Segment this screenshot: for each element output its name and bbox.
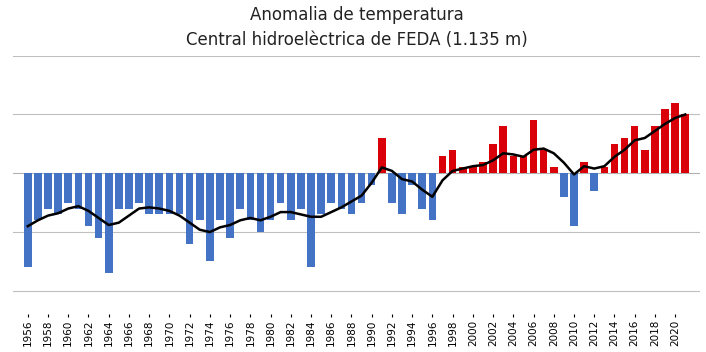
Bar bbox=[438, 156, 446, 173]
Bar bbox=[611, 144, 618, 173]
Bar bbox=[246, 173, 254, 220]
Bar bbox=[54, 173, 62, 214]
Bar bbox=[449, 150, 456, 173]
Bar bbox=[499, 126, 507, 173]
Bar bbox=[651, 126, 659, 173]
Bar bbox=[398, 173, 406, 214]
Bar bbox=[510, 156, 517, 173]
Bar bbox=[297, 173, 305, 208]
Bar bbox=[95, 173, 102, 238]
Title: Anomalia de temperatura
Central hidroelèctrica de FEDA (1.135 m): Anomalia de temperatura Central hidroelè… bbox=[186, 6, 527, 49]
Bar bbox=[601, 168, 608, 173]
Bar bbox=[277, 173, 285, 203]
Bar bbox=[287, 173, 294, 220]
Bar bbox=[358, 173, 366, 203]
Bar bbox=[155, 173, 163, 214]
Bar bbox=[136, 173, 143, 203]
Bar bbox=[530, 120, 537, 173]
Bar bbox=[166, 173, 173, 214]
Bar bbox=[317, 173, 325, 214]
Bar bbox=[75, 173, 82, 208]
Bar bbox=[671, 103, 679, 173]
Bar bbox=[368, 173, 376, 185]
Bar bbox=[145, 173, 153, 214]
Bar bbox=[540, 150, 547, 173]
Bar bbox=[641, 150, 649, 173]
Bar bbox=[580, 162, 588, 173]
Bar bbox=[115, 173, 123, 208]
Bar bbox=[590, 173, 598, 191]
Bar bbox=[216, 173, 224, 220]
Bar bbox=[44, 173, 52, 208]
Bar bbox=[631, 126, 638, 173]
Bar bbox=[378, 138, 385, 173]
Bar bbox=[570, 173, 578, 226]
Bar bbox=[206, 173, 214, 262]
Bar bbox=[267, 173, 275, 220]
Bar bbox=[469, 168, 477, 173]
Bar bbox=[347, 173, 355, 214]
Bar bbox=[125, 173, 133, 208]
Bar bbox=[662, 108, 669, 173]
Bar bbox=[337, 173, 345, 208]
Bar bbox=[429, 173, 436, 220]
Bar bbox=[24, 173, 32, 268]
Bar bbox=[196, 173, 203, 220]
Bar bbox=[681, 114, 689, 173]
Bar bbox=[560, 173, 568, 197]
Bar bbox=[105, 173, 112, 273]
Bar bbox=[408, 173, 416, 185]
Bar bbox=[489, 144, 497, 173]
Bar bbox=[459, 168, 467, 173]
Bar bbox=[621, 138, 628, 173]
Bar bbox=[328, 173, 335, 203]
Bar bbox=[307, 173, 315, 268]
Bar bbox=[419, 173, 426, 208]
Bar bbox=[64, 173, 72, 203]
Bar bbox=[85, 173, 92, 226]
Bar bbox=[388, 173, 396, 203]
Bar bbox=[520, 156, 527, 173]
Bar bbox=[237, 173, 244, 208]
Bar bbox=[186, 173, 193, 244]
Bar bbox=[227, 173, 234, 238]
Bar bbox=[550, 168, 558, 173]
Bar bbox=[176, 173, 184, 214]
Bar bbox=[34, 173, 42, 220]
Bar bbox=[479, 162, 486, 173]
Bar bbox=[257, 173, 264, 232]
